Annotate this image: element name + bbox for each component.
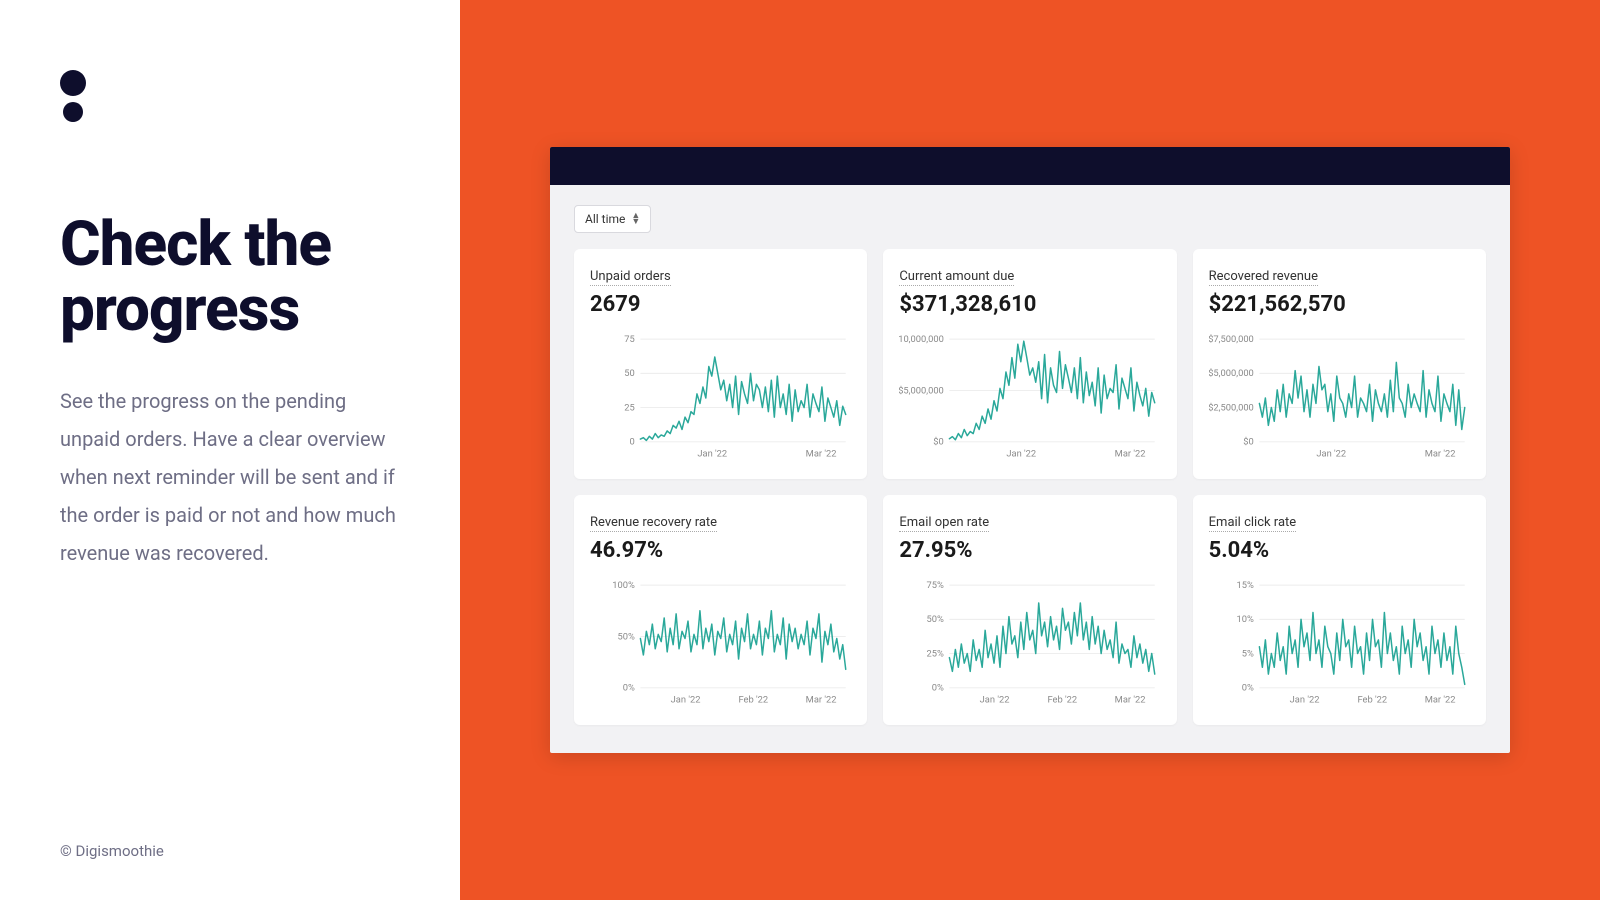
copyright-text: © Digismoothie	[60, 842, 164, 860]
dashboard-topbar	[550, 147, 1510, 185]
dashboard-app: All time ▲▼ Unpaid orders 2679 0 25 50 75 Jan …	[550, 147, 1510, 753]
dashboard-body: All time ▲▼ Unpaid orders 2679 0 25 50 75 Jan …	[550, 185, 1510, 753]
metric-card-value: 46.97%	[590, 538, 851, 563]
svg-text:Jan '22: Jan '22	[1289, 695, 1319, 706]
metric-card: Unpaid orders 2679 0 25 50 75 Jan '22 Mar '22	[574, 249, 867, 479]
svg-text:25%: 25%	[927, 648, 944, 659]
cards-grid: Unpaid orders26790255075Jan '22Mar '22Cu…	[574, 249, 1486, 725]
slide-root: Check the progress See the progress on t…	[0, 0, 1600, 900]
svg-text:Feb '22: Feb '22	[1048, 695, 1078, 706]
slide-heading: Check the progress	[60, 212, 400, 342]
svg-text:Mar '22: Mar '22	[1424, 695, 1455, 706]
svg-text:10%: 10%	[1236, 614, 1253, 625]
svg-text:0%: 0%	[623, 683, 635, 694]
svg-text:5%: 5%	[1241, 648, 1253, 659]
svg-text:0%: 0%	[1241, 683, 1253, 694]
metric-card-title: Unpaid orders	[590, 269, 671, 286]
svg-text:Jan '22: Jan '22	[671, 695, 701, 706]
logo-icon	[60, 70, 400, 122]
svg-text:$0: $0	[1243, 437, 1254, 448]
metric-card: Email open rate 27.95% 0% 25% 50% 75% Jan '22 F…	[883, 495, 1176, 725]
svg-text:$7,500,000: $7,500,000	[1209, 334, 1254, 345]
metric-card-title: Email open rate	[899, 515, 989, 532]
svg-text:Mar '22: Mar '22	[806, 695, 837, 706]
svg-text:75%: 75%	[927, 580, 944, 591]
svg-text:Jan '22: Jan '22	[1007, 449, 1037, 460]
svg-text:50: 50	[624, 368, 635, 379]
left-panel: Check the progress See the progress on t…	[0, 0, 460, 900]
svg-text:Mar '22: Mar '22	[806, 449, 837, 460]
svg-text:$2,500,000: $2,500,000	[1209, 402, 1254, 413]
time-range-selector[interactable]: All time ▲▼	[574, 205, 651, 233]
svg-text:Mar '22: Mar '22	[1115, 695, 1146, 706]
metric-card-value: $371,328,610	[899, 292, 1160, 317]
slide-description: See the progress on the pending unpaid o…	[60, 382, 400, 572]
svg-text:0%: 0%	[932, 683, 944, 694]
sort-icon: ▲▼	[631, 213, 640, 226]
metric-card-value: 5.04%	[1209, 538, 1470, 563]
metric-card: Revenue recovery rate 46.97% 0% 50% 100% Jan …	[574, 495, 867, 725]
metric-chart: $0 $2,500,000 $5,000,000 $7,500,000 Jan '22 M…	[1209, 327, 1470, 467]
metric-card-title: Current amount due	[899, 269, 1014, 286]
svg-text:0: 0	[630, 437, 635, 448]
metric-chart: 0% 50% 100% Jan '22 Feb '22 Mar '22	[590, 573, 851, 713]
svg-text:50%: 50%	[927, 614, 944, 625]
metric-chart: $0 $5,000,000 $10,000,000 Jan '22 Mar '22	[899, 327, 1160, 467]
metric-chart: 0% 5% 10% 15% Jan '22 Feb '22 Mar '22	[1209, 573, 1470, 713]
svg-text:Mar '22: Mar '22	[1115, 449, 1146, 460]
svg-text:Jan '22: Jan '22	[980, 695, 1010, 706]
svg-text:Feb '22: Feb '22	[1357, 695, 1387, 706]
metric-card-value: 27.95%	[899, 538, 1160, 563]
right-panel: All time ▲▼ Unpaid orders 2679 0 25 50 75 Jan …	[460, 0, 1600, 900]
svg-text:Mar '22: Mar '22	[1424, 449, 1455, 460]
metric-chart: 0% 25% 50% 75% Jan '22 Feb '22 Mar '22	[899, 573, 1160, 713]
svg-text:75: 75	[624, 334, 635, 345]
metric-card: Email click rate 5.04% 0% 5% 10% 15% Jan '22 Fe…	[1193, 495, 1486, 725]
svg-text:$0: $0	[934, 437, 945, 448]
metric-card-title: Email click rate	[1209, 515, 1297, 532]
svg-text:50%: 50%	[617, 631, 634, 642]
svg-text:Jan '22: Jan '22	[1316, 449, 1346, 460]
time-range-label: All time	[585, 212, 625, 226]
svg-text:25: 25	[624, 402, 635, 413]
svg-text:100%: 100%	[612, 580, 635, 591]
metric-card-title: Recovered revenue	[1209, 269, 1318, 286]
svg-text:Jan '22: Jan '22	[697, 449, 727, 460]
metric-card: Recovered revenue $221,562,570 $0 $2,500,00…	[1193, 249, 1486, 479]
metric-card-value: 2679	[590, 292, 851, 317]
metric-chart: 0 25 50 75 Jan '22 Mar '22	[590, 327, 851, 467]
svg-text:$5,000,000: $5,000,000	[899, 385, 944, 396]
metric-card-value: $221,562,570	[1209, 292, 1470, 317]
svg-text:$5,000,000: $5,000,000	[1209, 368, 1254, 379]
svg-text:15%: 15%	[1236, 580, 1253, 591]
svg-text:$10,000,000: $10,000,000	[899, 334, 944, 345]
svg-text:Feb '22: Feb '22	[738, 695, 768, 706]
metric-card-title: Revenue recovery rate	[590, 515, 717, 532]
metric-card: Current amount due $371,328,610 $0 $5,000,0…	[883, 249, 1176, 479]
